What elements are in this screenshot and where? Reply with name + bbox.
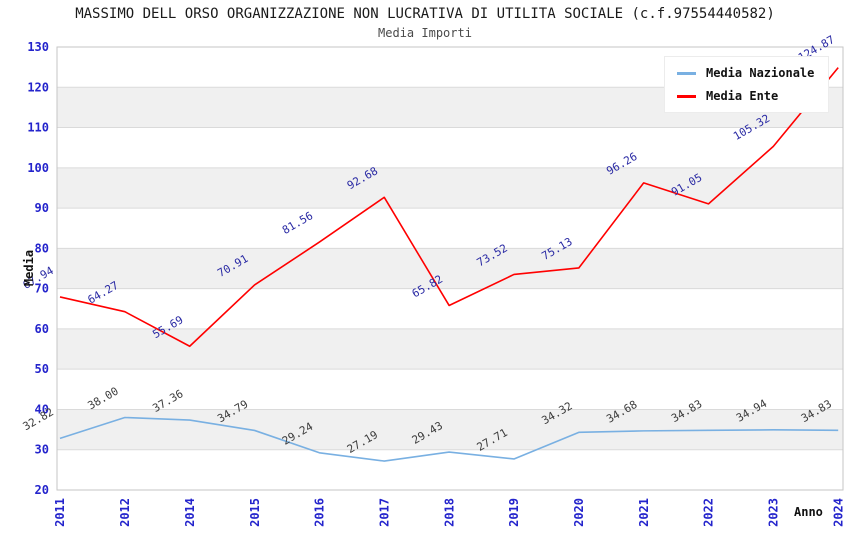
media-nazionale-line-swatch-icon <box>677 71 696 75</box>
y-tick-label: 70 <box>35 282 49 296</box>
plot-band <box>57 328 843 370</box>
y-tick-label: 90 <box>35 201 49 215</box>
y-tick-label: 120 <box>27 80 49 94</box>
x-tick-label: 2014 <box>183 498 197 527</box>
data-label: 81.56 <box>280 209 315 237</box>
y-axis-title: Media <box>22 249 36 287</box>
x-tick-label: 2023 <box>767 498 781 527</box>
x-tick-label: 2012 <box>118 498 132 527</box>
x-tick-label: 2015 <box>248 498 262 527</box>
y-tick-label: 60 <box>35 322 49 336</box>
plot-band <box>57 167 843 209</box>
y-tick-label: 110 <box>27 121 49 135</box>
data-label: 38.00 <box>86 385 121 413</box>
chart-subtitle: Media Importi <box>378 26 472 40</box>
y-tick-label: 80 <box>35 241 49 255</box>
chart-title: MASSIMO DELL ORSO ORGANIZZAZIONE NON LUC… <box>75 6 775 22</box>
plot-band <box>57 248 843 289</box>
y-tick-label: 100 <box>27 161 49 175</box>
y-tick-label: 30 <box>35 443 49 457</box>
x-tick-label: 2019 <box>507 498 521 527</box>
x-tick-label: 2017 <box>377 498 391 527</box>
x-tick-label: 2020 <box>572 498 586 527</box>
y-tick-label: 40 <box>35 402 49 416</box>
media-ente-line-swatch-icon <box>677 94 696 98</box>
legend: Media Nazionale Media Ente <box>664 56 830 113</box>
x-tick-label: 2024 <box>831 498 845 527</box>
series-line-media-nazionale <box>59 416 839 462</box>
legend-label-media-ente: Media Ente <box>706 89 779 103</box>
x-tick-label: 2016 <box>313 498 327 527</box>
legend-label-media-nazionale: Media Nazionale <box>706 66 815 80</box>
y-tick-label: 50 <box>35 362 49 376</box>
legend-item-media-ente: Media Ente <box>677 89 814 103</box>
x-tick-label: 2022 <box>702 498 716 527</box>
x-tick-label: 2018 <box>442 498 456 527</box>
y-tick-label: 130 <box>27 40 49 54</box>
legend-item-media-nazionale: Media Nazionale <box>677 66 814 80</box>
x-tick-label: 2021 <box>637 498 651 527</box>
series-line-media-ente <box>59 67 839 348</box>
plot-border <box>56 46 844 491</box>
x-axis-title: Anno <box>794 505 823 519</box>
x-tick-label: 2011 <box>53 498 67 527</box>
y-tick-label: 20 <box>35 483 49 497</box>
